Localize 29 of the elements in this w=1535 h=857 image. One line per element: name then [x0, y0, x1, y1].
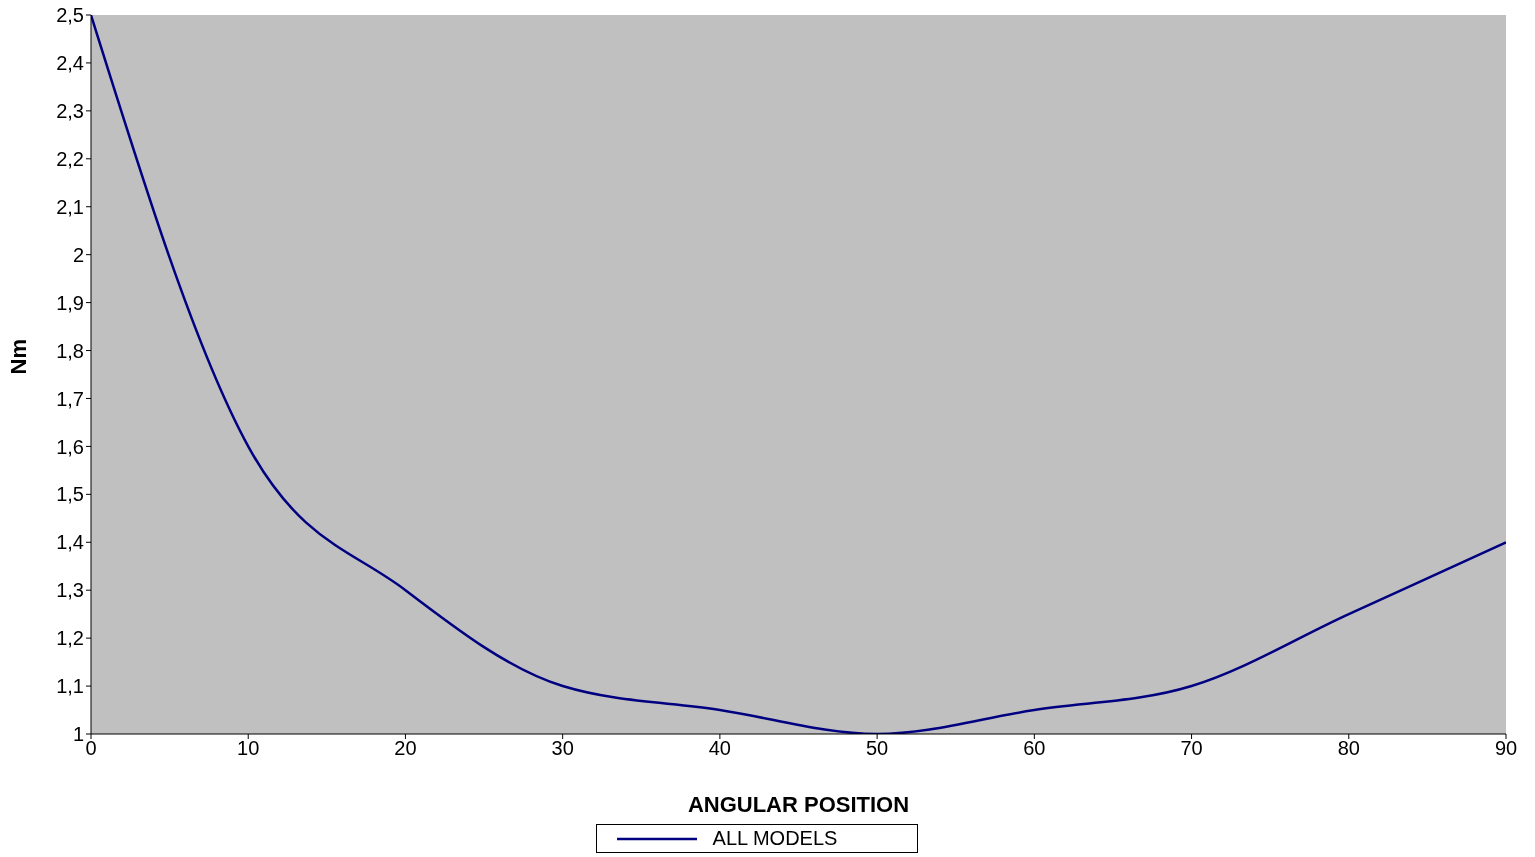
- x-tick-label: 70: [1180, 737, 1203, 760]
- y-tick-label: 1: [72, 723, 84, 746]
- y-tick-label: 1,8: [56, 339, 84, 362]
- y-tick-label: 1,9: [56, 291, 84, 314]
- y-tick-label: 1,2: [56, 627, 84, 650]
- x-tick-label: 80: [1337, 737, 1360, 760]
- x-tick-label: 40: [708, 737, 732, 760]
- y-tick-label: 1,7: [56, 387, 84, 410]
- y-tick-label: 1,3: [56, 579, 84, 602]
- y-tick-label: 1,4: [56, 531, 84, 554]
- x-tick-label: 10: [237, 737, 260, 760]
- y-tick-label: 2,5: [56, 4, 84, 27]
- y-tick-label: 2: [72, 243, 84, 266]
- y-axis-title: Nm: [5, 339, 31, 375]
- x-tick-label: 90: [1494, 737, 1518, 760]
- x-tick-label: 50: [865, 737, 889, 760]
- y-tick-label: 2,1: [56, 195, 84, 218]
- x-tick-label: 0: [85, 737, 97, 760]
- y-tick-label: 2,4: [56, 52, 84, 75]
- x-tick-label: 20: [394, 737, 417, 760]
- y-tick-label: 2,2: [56, 147, 84, 170]
- x-axis-title: ANGULAR POSITION: [687, 792, 910, 817]
- legend-label: ALL MODELS: [712, 827, 838, 850]
- x-tick-label: 60: [1023, 737, 1046, 760]
- y-tick-label: 2,3: [56, 99, 84, 122]
- y-tick-label: 1,5: [56, 483, 84, 506]
- y-tick-label: 1,6: [56, 435, 84, 458]
- y-tick-label: 1,1: [56, 675, 84, 698]
- x-tick-label: 30: [551, 737, 574, 760]
